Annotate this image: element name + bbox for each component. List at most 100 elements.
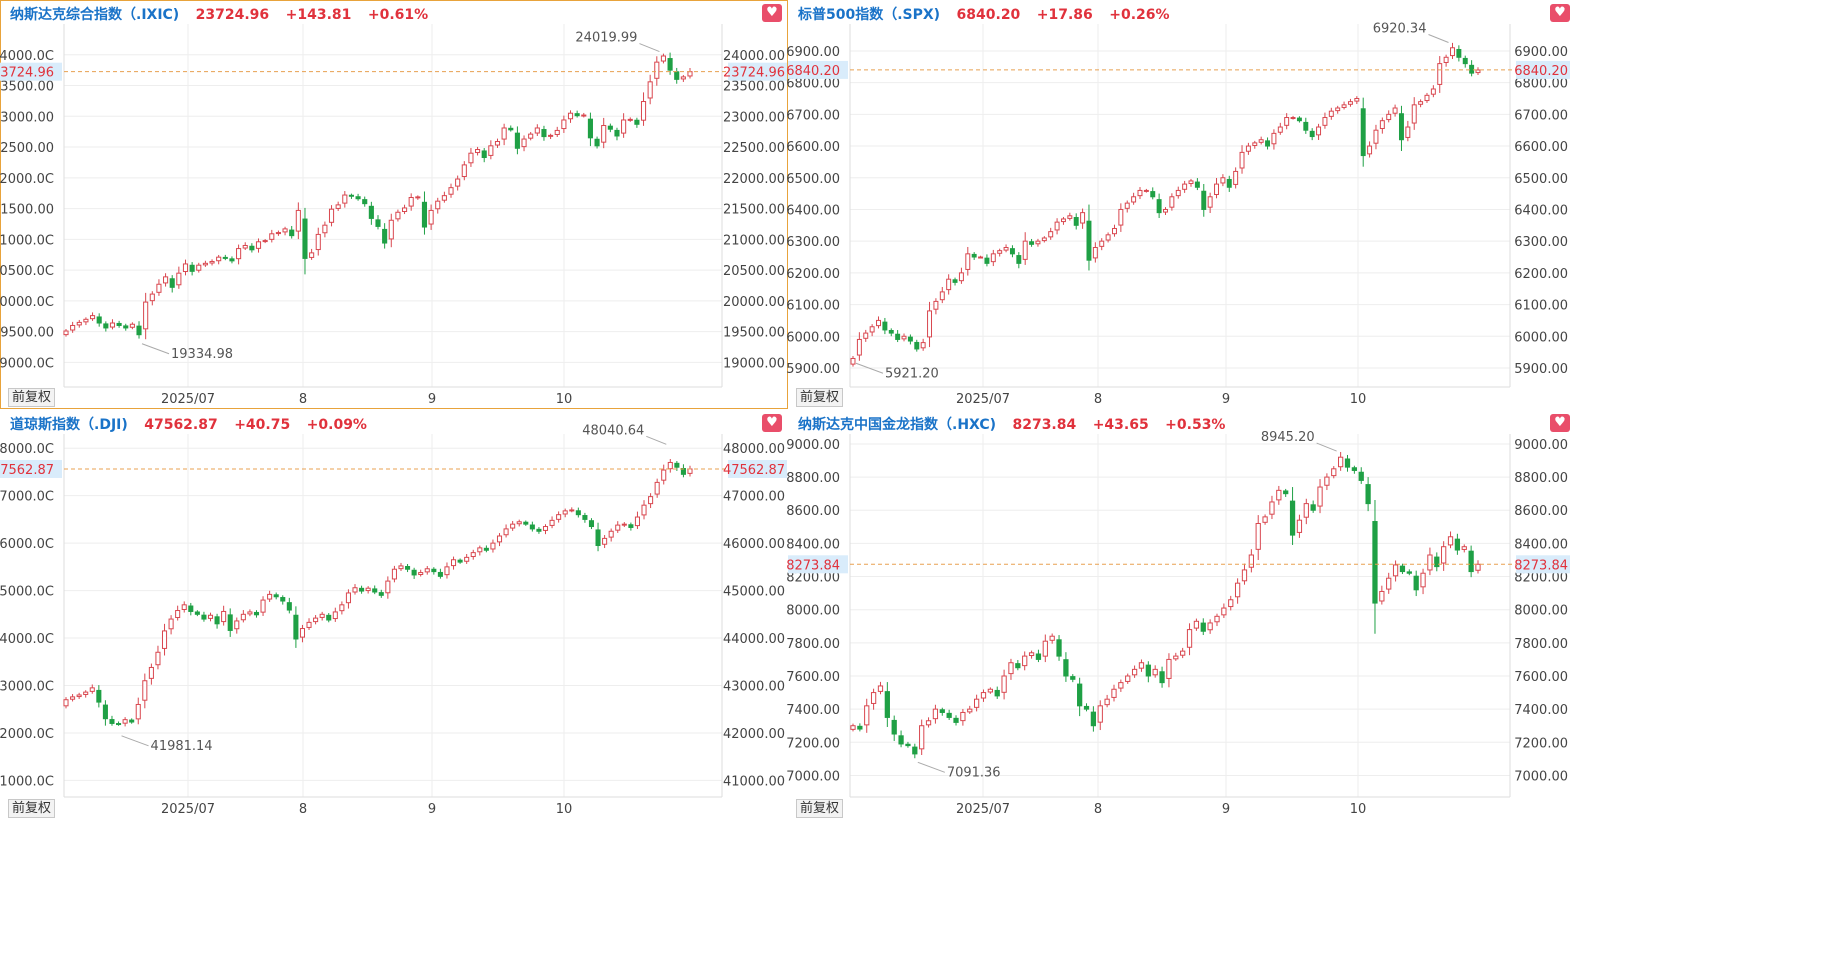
x-tick-label: 9 bbox=[1222, 802, 1230, 817]
candle-up bbox=[63, 699, 69, 707]
candle-up bbox=[667, 461, 673, 470]
candle-up bbox=[1430, 88, 1436, 95]
candle-down bbox=[1150, 191, 1156, 198]
candle-up bbox=[1118, 682, 1124, 689]
candle-up bbox=[1054, 221, 1060, 231]
candlestick-chart[interactable]: 24000.0C 23500.00 23000.00 22500.00 22000.0C… bbox=[0, 0, 788, 409]
candle-up bbox=[1418, 101, 1424, 105]
candle-up bbox=[1437, 63, 1443, 85]
adjust-mode-button[interactable]: 前复权 bbox=[8, 388, 56, 407]
x-tick-label: 2025/07 bbox=[956, 392, 1010, 407]
candle-up bbox=[1182, 183, 1188, 190]
candle-down bbox=[229, 258, 235, 262]
candle-up bbox=[70, 696, 76, 700]
candle-up bbox=[63, 330, 69, 336]
candle-down bbox=[348, 194, 355, 197]
candle-down bbox=[905, 743, 911, 747]
candle-up bbox=[76, 321, 82, 326]
candle-up bbox=[680, 76, 686, 80]
favorite-heart-icon[interactable]: ♥ bbox=[1550, 4, 1570, 22]
index-name[interactable]: 纳斯达克中国金龙指数（.HXC) bbox=[798, 417, 997, 433]
candle-down bbox=[1015, 663, 1021, 669]
candle-up bbox=[1248, 554, 1254, 568]
candle-up bbox=[1207, 622, 1213, 631]
candle-down bbox=[634, 119, 640, 125]
candles bbox=[850, 42, 1481, 367]
candle-down bbox=[201, 614, 207, 620]
index-name[interactable]: 标普500指数（.SPX) bbox=[798, 7, 941, 23]
favorite-heart-icon[interactable]: ♥ bbox=[1550, 414, 1570, 432]
candle-up bbox=[475, 149, 481, 154]
grid bbox=[64, 434, 722, 797]
candle-down bbox=[1226, 178, 1232, 188]
candle-up bbox=[175, 610, 181, 619]
y-tick-label-right: 6300.00 bbox=[1514, 235, 1568, 250]
index-price: 23724.96 bbox=[195, 7, 270, 23]
index-name[interactable]: 道琼斯指数（.DJI) bbox=[10, 417, 128, 433]
candle-down bbox=[1056, 639, 1062, 657]
candle-up bbox=[863, 332, 869, 339]
y-tick-label-right: 8200.00 bbox=[1514, 571, 1568, 586]
candle-up bbox=[925, 720, 932, 726]
candle-down bbox=[1070, 676, 1076, 680]
candlestick-chart[interactable]: 6900.00 6800.00 6700.00 6600.00 6500.00 6400.… bbox=[786, 0, 1824, 409]
candle-down bbox=[375, 219, 381, 227]
chart-panel-ixic[interactable]: 纳斯达克综合指数（.IXIC) 23724.96 +143.81 +0.61% … bbox=[0, 0, 788, 409]
candle-up bbox=[202, 262, 208, 266]
index-name[interactable]: 纳斯达克综合指数（.IXIC) bbox=[10, 7, 180, 23]
x-tick-label: 8 bbox=[1094, 802, 1102, 817]
candle-down bbox=[1454, 538, 1461, 551]
candle-up bbox=[1048, 231, 1054, 238]
adjust-mode-button[interactable]: 前复权 bbox=[8, 799, 56, 818]
candle-down bbox=[529, 524, 535, 530]
candle-up bbox=[142, 680, 148, 701]
chart-panel-spx[interactable]: 标普500指数（.SPX) 6840.20 +17.86 +0.26% ♥ 69… bbox=[786, 0, 1824, 409]
index-change: +143.81 bbox=[285, 7, 352, 23]
current-price-label-left: 47562.87 bbox=[0, 463, 54, 478]
candle-down bbox=[939, 709, 945, 713]
x-tick-label: 8 bbox=[299, 802, 307, 817]
candle-up bbox=[129, 323, 135, 328]
chart-panel-hxc[interactable]: 纳斯达克中国金龙指数（.HXC) 8273.84 +43.65 +0.53% ♥… bbox=[786, 410, 1824, 822]
chart-panel-dji[interactable]: 道琼斯指数（.DJI) 47562.87 +40.75 +0.09% ♥ 480… bbox=[0, 410, 788, 822]
y-tick-label-right: 41000.00 bbox=[723, 774, 785, 789]
candle-down bbox=[109, 719, 115, 724]
candle-down bbox=[595, 529, 601, 547]
candlestick-chart[interactable]: 48000.0C 47000.0C 46000.0C 45000.0C 44000.0C… bbox=[0, 410, 788, 822]
candle-up bbox=[1420, 572, 1426, 588]
candle-up bbox=[960, 711, 966, 722]
candle-up bbox=[255, 241, 262, 249]
index-change-pct: +0.09% bbox=[306, 417, 367, 433]
candlestick-chart[interactable]: 9000.00 8800.00 8600.00 8400.00 8200.00 8000.… bbox=[786, 410, 1824, 822]
candle-up bbox=[89, 315, 96, 320]
candle-up bbox=[1001, 675, 1007, 693]
candle-down bbox=[882, 321, 888, 331]
candle-up bbox=[1255, 523, 1261, 550]
candle-up bbox=[1163, 208, 1168, 213]
candle-up bbox=[155, 651, 161, 666]
candle-up bbox=[641, 504, 647, 516]
candle-up bbox=[1379, 590, 1385, 602]
candle-down bbox=[368, 205, 374, 219]
y-tick-label: 23000.00 bbox=[0, 110, 54, 125]
candle-down bbox=[1365, 484, 1371, 505]
candle-down bbox=[1360, 108, 1366, 157]
adjust-mode-button[interactable]: 前复权 bbox=[796, 388, 844, 407]
candle-down bbox=[302, 218, 308, 259]
current-price-label-right: 47562.87 bbox=[723, 463, 785, 478]
adjust-mode-button[interactable]: 前复权 bbox=[796, 799, 844, 818]
candle-down bbox=[411, 569, 417, 576]
panel-header: 纳斯达克综合指数（.IXIC) 23724.96 +143.81 +0.61% bbox=[10, 4, 428, 24]
candle-up bbox=[1475, 563, 1481, 571]
y-tick-label: 20000.0C bbox=[0, 295, 54, 310]
candle-up bbox=[428, 209, 434, 225]
candle-up bbox=[980, 692, 987, 699]
y-tick-label-right: 9000.00 bbox=[1514, 438, 1568, 453]
y-tick-label-right: 8800.00 bbox=[1514, 471, 1568, 486]
favorite-heart-icon[interactable]: ♥ bbox=[762, 4, 782, 22]
candle-up bbox=[182, 263, 189, 273]
high-annotation: 48040.64 bbox=[582, 423, 644, 438]
favorite-heart-icon[interactable]: ♥ bbox=[762, 414, 782, 432]
candle-down bbox=[1200, 622, 1206, 632]
candle-up bbox=[1427, 554, 1433, 571]
